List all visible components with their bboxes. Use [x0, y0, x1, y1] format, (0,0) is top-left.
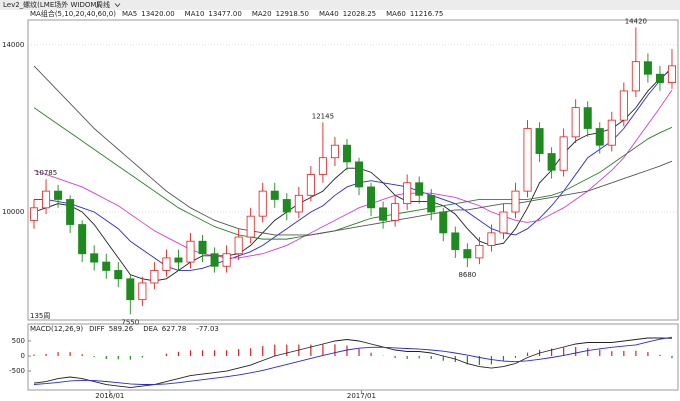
candle-body [54, 190, 63, 200]
y-tick-label: 10000 [2, 208, 24, 216]
series-line [33, 65, 673, 236]
legend-entry: 627.78 [162, 325, 187, 333]
candle-body [475, 244, 484, 259]
series-line [33, 107, 673, 240]
candle-body [270, 190, 279, 200]
candle-body [655, 73, 664, 83]
legend-entry: MACD(12,26,9) [30, 325, 83, 333]
candle-body [643, 61, 652, 75]
legend-entry: -77.03 [196, 325, 219, 333]
candle-body [66, 199, 75, 225]
legend-entry: MA20 [252, 10, 272, 18]
candle-body [78, 224, 87, 255]
candle-body [306, 174, 315, 196]
dropdown-arrow[interactable] [114, 3, 121, 8]
annotation: 7550 [121, 318, 139, 326]
annotation: 10785 [35, 169, 57, 177]
legend-entry: 12028.25 [343, 10, 376, 18]
legend-entry: DIFF [89, 325, 105, 333]
series-line [33, 68, 673, 282]
price-frame [27, 19, 679, 321]
candle-body [559, 136, 568, 171]
candle-body [30, 207, 39, 221]
candle-body [535, 128, 544, 154]
period-selector[interactable]: 周线 [96, 0, 110, 9]
candle-body [42, 190, 51, 209]
candle-body [294, 194, 303, 213]
candle-body [90, 253, 99, 263]
x-tick-label: 2016/01 [95, 392, 124, 400]
candle-body [330, 144, 339, 159]
series-line [33, 336, 673, 385]
annotation: 14420 [625, 17, 647, 25]
candle-body [234, 236, 243, 255]
candle-body [186, 240, 195, 263]
candle-body [367, 186, 376, 209]
candle-body [439, 211, 448, 234]
legend-entry: 13477.00 [208, 10, 241, 18]
y-tick-label: -500 [9, 367, 25, 375]
candle-body [174, 257, 183, 263]
candle-body [102, 261, 111, 271]
candle-body [162, 257, 171, 271]
candle-body [463, 249, 472, 259]
candle-body [126, 278, 135, 301]
candle-body [523, 128, 532, 192]
legend-entry: MA5 [122, 10, 137, 18]
candle-body [198, 240, 207, 255]
legend-entry: 13420.00 [141, 10, 174, 18]
candle-body [511, 190, 520, 213]
candle-body [379, 207, 388, 221]
series-line [34, 66, 673, 271]
candle-body [210, 253, 219, 267]
candle-body [150, 270, 159, 284]
candle-body [631, 61, 640, 92]
candle-body [138, 282, 147, 301]
candle-body [222, 253, 231, 267]
legend-entry: 12918.50 [276, 10, 309, 18]
period-label: 135周 [30, 312, 50, 320]
y-tick-label: 0 [21, 352, 25, 360]
candle-body [246, 215, 255, 238]
candle-body [667, 65, 676, 83]
candle-body [499, 211, 508, 234]
legend-entry: MA组合(5,10,20,40,60,0) [30, 9, 116, 18]
legend-entry: 589.26 [109, 325, 134, 333]
candle-body [391, 203, 400, 221]
series-line [33, 89, 673, 259]
candle-body [607, 119, 616, 146]
legend-entry: MA40 [319, 10, 339, 18]
candle-body [282, 199, 291, 213]
candle-body [547, 153, 556, 171]
candle-body [583, 107, 592, 129]
y-tick-label: 14000 [2, 41, 24, 49]
legend-entry: 11216.75 [410, 10, 443, 18]
x-tick-label: 2017/01 [347, 392, 376, 400]
candle-body [451, 232, 460, 250]
candle-body [571, 107, 580, 138]
candle-body [258, 190, 267, 217]
legend-entry: DEA [143, 325, 158, 333]
candle-body [415, 182, 424, 196]
legend-entry: MA10 [185, 10, 205, 18]
candle-body [318, 157, 327, 175]
annotation: 8680 [458, 271, 476, 279]
macd-frame [27, 323, 679, 391]
candle-body [487, 232, 496, 246]
candle-body [427, 194, 436, 213]
candle-body [595, 128, 604, 146]
candle-body [619, 90, 628, 121]
legend-entry: MA60 [386, 10, 406, 18]
candle-body [355, 161, 364, 188]
candle-body [403, 182, 412, 205]
annotation: 12145 [312, 112, 334, 120]
candle-body [114, 270, 123, 280]
y-tick-label: 500 [12, 337, 25, 345]
toolbar [0, 0, 680, 10]
candle-body [342, 144, 351, 163]
series-line [33, 337, 672, 388]
instrument-name[interactable]: Lev2_螺纹(LME场外 WIDOM) [3, 0, 99, 9]
